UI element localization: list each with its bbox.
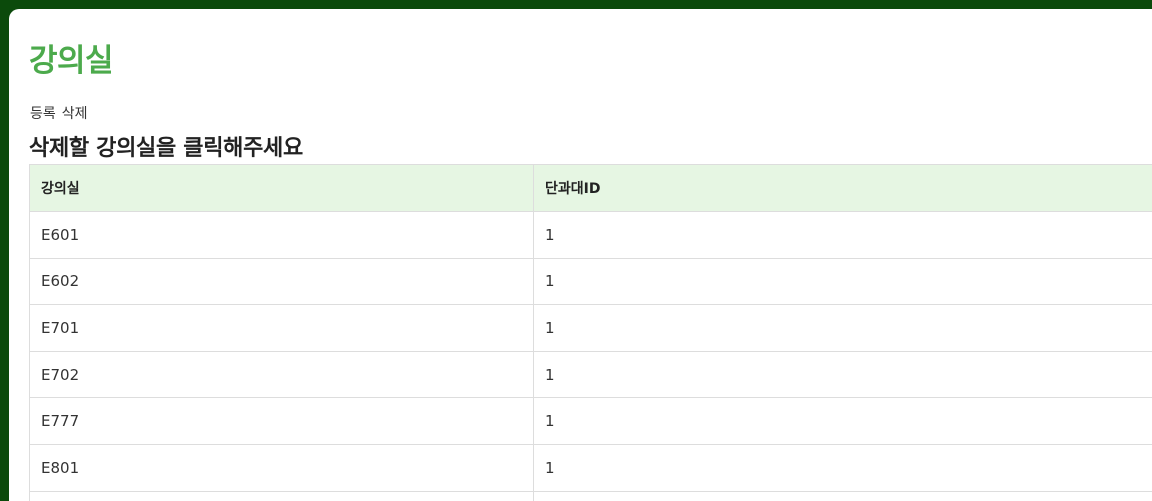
college-id-cell: 1 bbox=[533, 211, 1152, 259]
content-card: 강의실 등록 삭제 삭제할 강의실을 클릭해주세요 강의실 단과대ID E601 … bbox=[9, 9, 1152, 501]
college-id-cell: 1 bbox=[533, 257, 1152, 306]
room-cell: E801 bbox=[29, 443, 534, 492]
room-cell bbox=[29, 490, 534, 501]
room-cell: E601 bbox=[29, 211, 534, 259]
table-row[interactable]: E602 1 bbox=[29, 257, 1152, 306]
page-title: 강의실 bbox=[29, 43, 114, 79]
room-cell: E777 bbox=[29, 397, 534, 445]
table-header-row: 강의실 단과대ID bbox=[29, 164, 1152, 212]
table-row[interactable]: E702 1 bbox=[29, 350, 1152, 399]
table-row[interactable]: E777 1 bbox=[29, 397, 1152, 445]
college-id-cell: 1 bbox=[533, 443, 1152, 492]
table-row[interactable] bbox=[29, 490, 1152, 501]
delete-instruction: 삭제할 강의실을 클릭해주세요 bbox=[29, 136, 303, 161]
action-links: 등록 삭제 bbox=[30, 103, 88, 123]
college-id-cell: 1 bbox=[533, 397, 1152, 445]
column-header-college-id: 단과대ID bbox=[533, 164, 1152, 212]
table-row[interactable]: E701 1 bbox=[29, 304, 1152, 352]
college-id-cell: 1 bbox=[533, 350, 1152, 399]
register-link[interactable]: 등록 bbox=[30, 106, 56, 122]
room-cell: E602 bbox=[29, 257, 534, 306]
table-row[interactable]: E801 1 bbox=[29, 443, 1152, 492]
classroom-table: 강의실 단과대ID E601 1 E602 1 E701 1 E702 1 E7 bbox=[29, 164, 1152, 501]
college-id-cell: 1 bbox=[533, 304, 1152, 352]
room-cell: E702 bbox=[29, 350, 534, 399]
delete-link[interactable]: 삭제 bbox=[61, 106, 88, 122]
college-id-cell bbox=[533, 490, 1152, 501]
room-cell: E701 bbox=[29, 304, 534, 352]
table-row[interactable]: E601 1 bbox=[29, 211, 1152, 259]
column-header-room: 강의실 bbox=[29, 164, 534, 212]
